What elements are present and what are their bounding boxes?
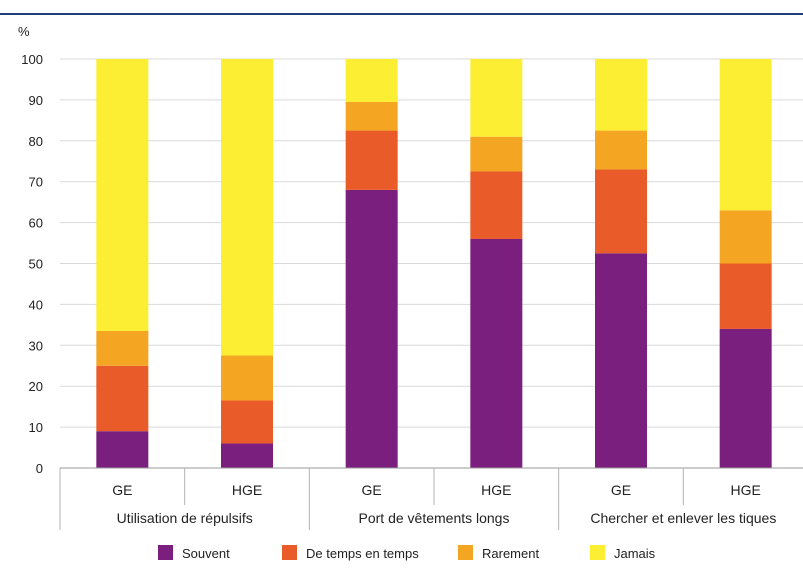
bar-segment: [345, 59, 398, 102]
bar-segment: [595, 169, 647, 254]
legend-swatch: [590, 545, 605, 560]
legend-label: Rarement: [482, 546, 539, 561]
group-label: Port de vêtements longs: [359, 510, 510, 526]
legend: Souvent De temps en temps Rarement Jamais: [158, 545, 656, 561]
bars: [96, 59, 772, 468]
legend-label: Jamais: [614, 546, 656, 561]
x-tick-label: GE: [362, 482, 382, 498]
y-tick-label: 30: [29, 338, 43, 353]
y-tick-label: 10: [29, 420, 43, 435]
y-tick-label: 50: [29, 257, 43, 272]
legend-label: De temps en temps: [306, 546, 419, 561]
bar-segment: [345, 101, 398, 131]
y-axis-ticks: 0 10 20 30 40 50 60 70 80 90 100: [21, 52, 43, 476]
bar-segment: [595, 253, 647, 468]
bar-segment: [221, 443, 273, 468]
bar-segment: [719, 328, 772, 468]
y-axis-label: %: [18, 24, 30, 39]
legend-swatch: [282, 545, 297, 560]
bar-segment: [719, 210, 772, 264]
x-tick-label: GE: [112, 482, 132, 498]
legend-swatch: [458, 545, 473, 560]
group-label: Chercher et enlever les tiques: [590, 510, 776, 526]
bar-segment: [470, 136, 523, 172]
y-tick-label: 0: [36, 461, 43, 476]
y-tick-label: 80: [29, 134, 43, 149]
bar-segment: [96, 431, 149, 468]
bar-segment: [221, 400, 273, 444]
bar-segment: [719, 59, 772, 211]
bar-segment: [470, 238, 523, 468]
x-tick-label: GE: [611, 482, 631, 498]
y-tick-label: 100: [21, 52, 43, 67]
bar-segment: [96, 365, 149, 432]
x-tick-label: HGE: [232, 482, 262, 498]
y-tick-label: 60: [29, 216, 43, 231]
y-tick-label: 40: [29, 297, 43, 312]
x-tick-label: HGE: [730, 482, 760, 498]
bar-segment: [595, 59, 647, 131]
bar-segment: [470, 171, 523, 239]
bar-segment: [221, 355, 273, 401]
y-tick-label: 90: [29, 93, 43, 108]
legend-label: Souvent: [182, 546, 230, 561]
group-label: Utilisation de répulsifs: [117, 510, 253, 526]
y-tick-label: 20: [29, 379, 43, 394]
bar-segment: [345, 189, 398, 468]
bar-segment: [345, 130, 398, 190]
x-tick-label: HGE: [481, 482, 511, 498]
grid-lines: [60, 58, 803, 428]
bar-segment: [470, 59, 523, 137]
bar-segment: [96, 59, 149, 331]
x-axis: GE HGE Utilisation de répulsifs GE HGE Port d…: [59, 467, 803, 530]
bar-segment: [595, 130, 647, 170]
legend-swatch: [158, 545, 173, 560]
bar-segment: [221, 59, 273, 356]
y-tick-label: 70: [29, 175, 43, 190]
bar-segment: [719, 263, 772, 329]
bar-segment: [96, 330, 149, 366]
